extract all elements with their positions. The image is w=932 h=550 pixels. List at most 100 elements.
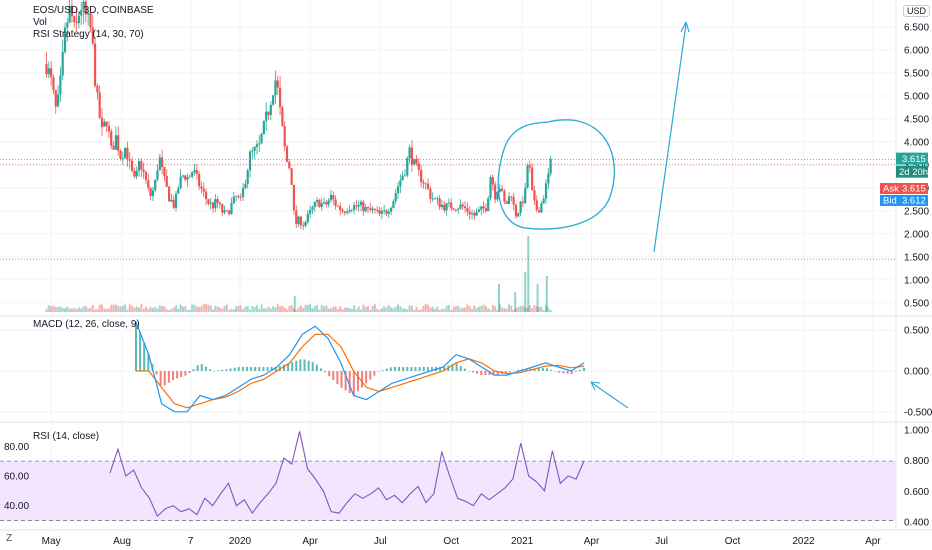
candle-body [149,188,152,197]
volume-bar [75,309,78,312]
rsi-right-tick-label: 1.000 [904,426,929,437]
volume-bar [318,309,321,312]
candle-body [352,205,356,210]
candle-body [392,201,395,209]
candle-body [288,161,291,169]
volume-bar [503,308,506,312]
candle-body [473,213,476,216]
volume-bar [61,307,64,312]
candle-body [121,157,124,159]
candle-body [232,196,235,204]
volume-bar [417,309,420,312]
candle-body [348,210,351,212]
candle-body [304,221,307,226]
candle-body [507,196,511,204]
candle-body [396,186,400,194]
macd-histogram-bar [147,353,150,372]
candle-body [246,170,249,185]
candle-body [408,147,411,159]
candle-body [445,203,448,211]
macd-histogram-bar [459,365,462,372]
price-tick-label: 6.000 [904,45,929,56]
time-tick-label: May [42,536,61,547]
candle-body [265,111,268,121]
candle-body [295,210,298,224]
volume-bar [431,306,434,312]
candle-body [339,206,342,211]
volume-spike [545,276,548,312]
candle-body [230,203,233,214]
candle-body [443,204,446,211]
volume-bar [168,309,171,312]
ask-tag [880,183,928,194]
candle-body [54,90,57,107]
candle-body [221,204,224,213]
volume-bar [334,306,337,312]
volume-bar [521,305,524,312]
volume-bar [422,305,425,312]
volume-bar [447,304,450,312]
macd-histogram-bar [295,360,298,372]
candle-body [89,13,92,28]
candle-body [463,206,467,209]
volume-bar [124,304,127,312]
candle-body [503,190,506,202]
candle-body [452,208,455,210]
macd-histogram-bar [554,371,557,372]
price-tick-label: 6.500 [904,22,929,33]
candle-body [75,21,78,24]
candle-body [385,210,388,214]
candle-body [251,150,254,152]
macd-histogram-bar [270,366,273,372]
volume-bar [440,308,443,312]
volume-bar [165,309,168,312]
candle-body [480,206,483,210]
macd-histogram-bar [303,359,306,372]
volume-bar [427,304,430,312]
candle-body [528,165,531,168]
volume-bar [464,307,467,312]
macd-histogram-bar [180,371,183,378]
candle-body [235,195,238,197]
candle-body [466,208,469,212]
candle-body [329,194,333,201]
volume-bar [424,304,427,312]
candle-body [200,186,203,189]
candle-body [124,147,127,158]
candle-body [151,190,154,197]
candle-body [77,15,80,24]
volume-bar [547,307,550,312]
price-tick-label: 5.500 [904,68,929,79]
volume-bar [218,307,221,312]
ask-price: 3.615 [902,184,926,195]
bid-tag [880,195,928,206]
volume-bar [378,309,381,312]
macd-histogram-bar [184,371,187,376]
z-button[interactable]: Z [6,533,13,544]
macd-histogram-bar [229,368,232,372]
volume-bar [457,305,460,312]
volume-bar [251,306,254,312]
candle-body [399,180,402,187]
macd-histogram-bar [509,371,512,372]
macd-annotation-arrowhead [590,381,601,391]
macd-histogram-bar [336,371,339,385]
volume-bar [228,309,231,312]
volume-bar [362,304,365,312]
volume-bar [181,306,184,312]
rsi-right-tick-label: 0.600 [904,487,929,498]
candle-body [193,170,196,173]
volume-bar [403,308,406,312]
candle-body [519,201,522,213]
currency-button[interactable]: USD [903,5,931,17]
macd-histogram-bar [393,366,396,372]
volume-bar [147,308,150,312]
macd-histogram-bar [484,371,487,376]
volume-bar [101,304,104,312]
volume-bar [272,306,275,312]
volume-bar [473,305,476,312]
candle-body [401,175,404,181]
macd-histogram-bar [443,366,446,372]
volume-bar [373,304,376,312]
